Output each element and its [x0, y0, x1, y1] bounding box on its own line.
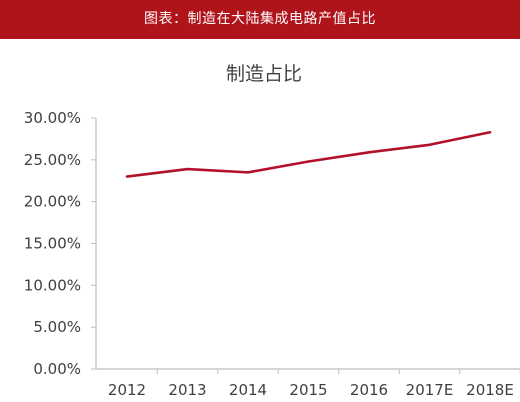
chart-title: 制造占比: [226, 63, 302, 85]
y-tick-label: 30.00%: [24, 109, 81, 127]
x-tick-label: 2013: [168, 381, 206, 399]
data-point: [247, 171, 249, 174]
data-point: [126, 175, 128, 178]
series-group: [125, 130, 492, 178]
x-tick-label: 2017E: [406, 381, 454, 399]
banner-title: 图表：制造在大陆集成电路产值占比: [144, 11, 376, 27]
axes: [91, 117, 520, 374]
x-tick-label: 2015: [289, 381, 327, 399]
y-tick-label: 5.00%: [33, 318, 81, 336]
x-tick-label: 2018E: [466, 381, 514, 399]
y-tick-label: 10.00%: [24, 276, 81, 294]
x-tick-label: 2014: [229, 381, 267, 399]
x-tick-labels: 2012 2013 2014 2015 2016 2017E 2018E: [108, 381, 514, 399]
y-tick-label: 0.00%: [33, 360, 81, 378]
data-point: [428, 143, 431, 146]
chart-area: 制造占比 0.00% 5.00% 10.00% 15.00% 20.00% 25.00% 3…: [0, 39, 520, 402]
y-tick-labels: 0.00% 5.00% 10.00% 15.00% 20.00% 25.00% 30.00%: [24, 109, 81, 378]
data-point: [368, 151, 370, 154]
y-tick-label: 20.00%: [24, 193, 81, 211]
y-tick-label: 15.00%: [24, 235, 81, 253]
report-banner: 图表：制造在大陆集成电路产值占比: [0, 0, 520, 39]
series-line: [125, 130, 492, 178]
x-tick-label: 2016: [350, 381, 388, 399]
x-tick-label: 2012: [108, 381, 146, 399]
data-point: [489, 131, 491, 134]
line-chart: 制造占比 0.00% 5.00% 10.00% 15.00% 20.00% 25.00% 3…: [24, 63, 520, 399]
y-tick-label: 25.00%: [24, 151, 81, 169]
data-point: [186, 168, 189, 170]
data-point: [307, 160, 310, 163]
